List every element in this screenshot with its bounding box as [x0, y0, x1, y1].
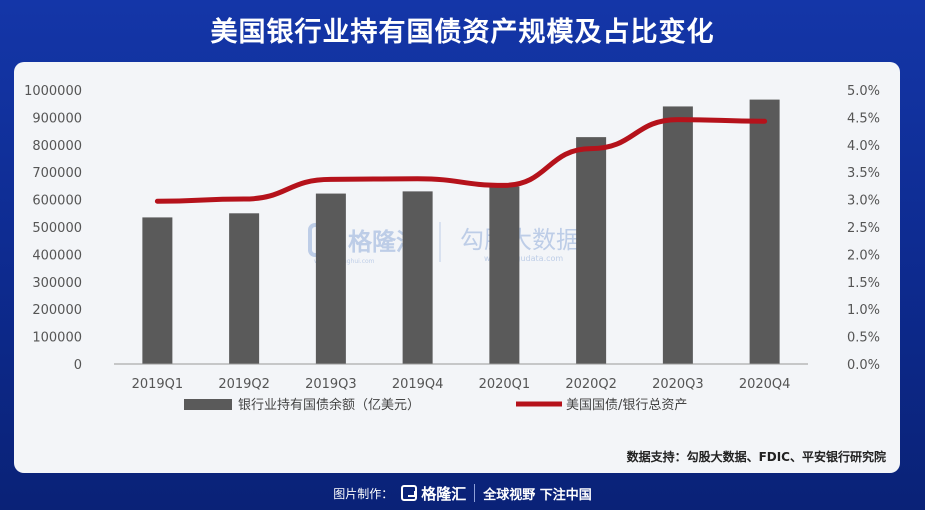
bar	[142, 217, 173, 364]
x-tick-label: 2020Q1	[479, 377, 531, 392]
gelonghui-logo-icon	[401, 485, 418, 501]
y-left-tick-label: 700000	[32, 166, 82, 181]
x-tick-label: 2019Q4	[392, 377, 444, 392]
y-left-tick-label: 500000	[32, 221, 82, 236]
footer-brand: 格隆汇	[421, 484, 467, 503]
y-right-tick-label: 1.0%	[847, 303, 880, 318]
y-right-tick-label: 3.0%	[847, 194, 880, 209]
chart: 格隆汇 www.gelonghui.com 勾股大数据 www.gogudata…	[24, 84, 880, 413]
x-tick-label: 2019Q2	[218, 377, 270, 392]
legend-bar-swatch	[184, 399, 232, 410]
footer-logo: 格隆汇	[401, 483, 466, 504]
y-left-tick-label: 900000	[32, 111, 82, 126]
x-tick-label: 2019Q3	[305, 377, 357, 392]
y-left-tick-label: 300000	[32, 276, 82, 291]
y-left-tick-label: 600000	[32, 194, 82, 209]
x-tick-label: 2019Q1	[132, 377, 184, 392]
chart-card: 格隆汇 www.gelonghui.com 勾股大数据 www.gogudata…	[14, 62, 900, 473]
bar	[229, 213, 260, 364]
legend-bar-label: 银行业持有国债余额（亿美元）	[238, 397, 420, 413]
y-right-tick-label: 0.5%	[847, 331, 880, 346]
y-right-tick-label: 2.5%	[847, 221, 880, 236]
footer: 图片制作： 格隆汇 全球视野 下注中国	[0, 480, 925, 506]
footer-made-by: 图片制作：	[333, 486, 394, 501]
bar	[489, 186, 520, 364]
x-axis: 2019Q1 2019Q2 2019Q3 2019Q4 2020Q1 2020Q2 2020…	[114, 363, 808, 392]
watermark: 格隆汇 www.gelonghui.com 勾股大数据 www.gogudata…	[308, 222, 580, 265]
bar	[576, 137, 607, 364]
y-left-tick-label: 1000000	[24, 84, 82, 99]
watermark-brand2-url: www.gogudata.com	[484, 254, 563, 263]
page-title: 美国银行业持有国债资产规模及占比变化	[210, 17, 715, 48]
y-axis-right: 0.0% 0.5% 1.0% 1.5% 2.0% 2.5% 3.0% 3.5% 4.0% 4.5%…	[847, 84, 880, 373]
footer-slogan: 全球视野 下注中国	[483, 487, 592, 503]
y-right-tick-label: 5.0%	[847, 84, 880, 99]
y-right-tick-label: 1.5%	[847, 276, 880, 291]
y-right-tick-label: 3.5%	[847, 166, 880, 181]
y-right-tick-label: 0.0%	[847, 358, 880, 373]
footer-divider	[474, 484, 476, 502]
source-note: 数据支持：勾股大数据、FDIC、平安银行研究院	[626, 450, 886, 464]
line-series	[154, 117, 768, 204]
legend: 银行业持有国债余额（亿美元） 美国国债/银行总资产	[184, 397, 687, 413]
bar	[662, 106, 693, 364]
legend-line-label: 美国国债/银行总资产	[566, 398, 687, 413]
watermark-brand2: 勾股大数据	[460, 226, 580, 254]
bar	[402, 191, 433, 364]
y-left-tick-label: 800000	[32, 139, 82, 154]
y-axis-left: 0 100000 200000 300000 400000 500000 600000 700…	[24, 84, 82, 373]
y-left-tick-label: 100000	[32, 331, 82, 346]
x-tick-label: 2020Q4	[739, 377, 791, 392]
y-left-tick-label: 200000	[32, 303, 82, 318]
series-line	[154, 117, 768, 204]
y-right-tick-label: 4.5%	[847, 111, 880, 126]
x-tick-label: 2020Q2	[565, 377, 617, 392]
bar	[315, 193, 346, 364]
y-left-tick-label: 0	[74, 358, 82, 373]
y-left-tick-label: 400000	[32, 248, 82, 263]
y-right-tick-label: 4.0%	[847, 139, 880, 154]
bar-series	[142, 99, 780, 364]
y-right-tick-label: 2.0%	[847, 248, 880, 263]
x-tick-label: 2020Q3	[652, 377, 704, 392]
bar	[749, 99, 780, 364]
